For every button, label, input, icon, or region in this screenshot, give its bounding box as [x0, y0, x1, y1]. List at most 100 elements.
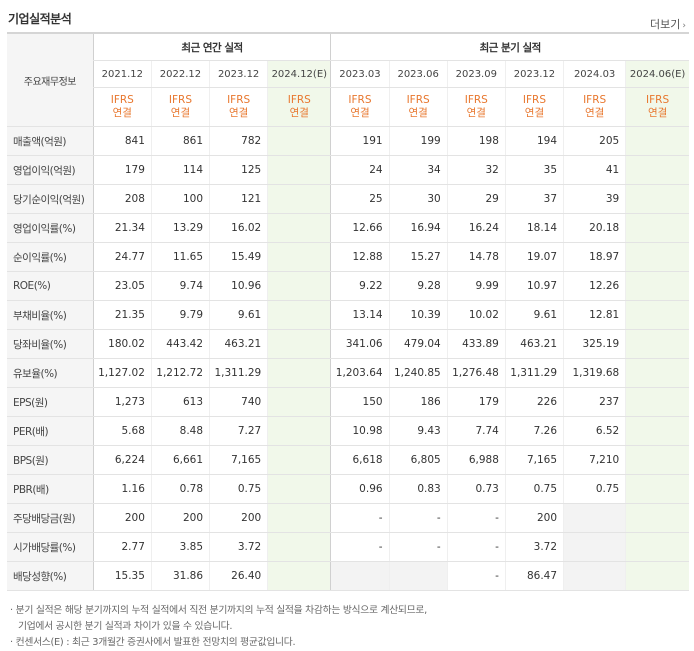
more-link[interactable]: 더보기 ›: [650, 16, 686, 32]
table-row: 영업이익(억원) 179 114 125 24 34 32 35 41: [7, 155, 689, 185]
cell-value: [267, 503, 331, 533]
consolidated-label: 연결: [289, 107, 309, 119]
more-label: 더보기: [650, 18, 681, 31]
cell-value: 125: [209, 155, 268, 185]
cell-value: 1.16: [92, 474, 152, 504]
cell-value: 31.86: [150, 561, 210, 591]
cell-value: 5.68: [92, 416, 152, 446]
cell-value: 121: [209, 184, 268, 214]
cell-value: 26.40: [209, 561, 268, 591]
cell-value: 341.06: [330, 329, 390, 359]
ifrs-label: IFRS: [348, 94, 372, 106]
table-row: 주당배당금(원) 200 200 200- - -200: [7, 503, 689, 533]
row-label: 시가배당률(%): [7, 532, 94, 562]
row-label: 매출액(억원): [7, 126, 94, 156]
ifrs-basis: IFRS 연결: [92, 87, 152, 127]
cell-value: 9.74: [150, 271, 210, 301]
cell-value: [267, 358, 331, 388]
cell-value: 226: [504, 387, 564, 417]
note-2: 기업에서 공시한 분기 실적과 차이가 있을 수 있습니다.: [18, 621, 233, 632]
cell-value: 9.43: [388, 416, 448, 446]
consolidated-label: 연결: [647, 107, 668, 119]
cell-value: -: [446, 532, 506, 562]
cell-value: 1,240.85: [388, 358, 448, 388]
table-row: PBR(배) 1.16 0.78 0.75 0.96 0.83 0.73 0.75 0.75: [7, 474, 689, 504]
cell-value: 16.94: [388, 213, 448, 243]
cell-value: 208: [92, 184, 152, 214]
period-header: 2023.12: [504, 60, 564, 88]
cell-value: [625, 126, 689, 156]
cell-value: [625, 387, 689, 417]
cell-value: 16.02: [209, 213, 268, 243]
consolidated-label: 연결: [170, 107, 191, 119]
cell-value: [267, 126, 331, 156]
table-row: 유보율(%) 1,127.02 1,212.72 1,311.29 1,203.64 1,…: [7, 358, 689, 388]
cell-value: [563, 532, 626, 562]
cell-value: 463.21: [209, 329, 268, 359]
cell-value: [267, 184, 331, 214]
period-header: 2023.09: [446, 60, 506, 88]
ifrs-basis: IFRS 연결: [388, 87, 448, 127]
cell-value: 18.14: [504, 213, 564, 243]
cell-value: 30: [388, 184, 448, 214]
cell-value: 10.96: [209, 271, 268, 301]
cell-value: 114: [150, 155, 210, 185]
cell-value: 9.99: [446, 271, 506, 301]
cell-value: 179: [92, 155, 152, 185]
cell-value: -: [388, 503, 448, 533]
cell-value: [625, 474, 689, 504]
cell-value: 13.14: [330, 300, 390, 330]
cell-value: 0.75: [209, 474, 268, 504]
cell-value: 10.97: [504, 271, 564, 301]
cell-value: 41: [563, 155, 626, 185]
cell-value: 433.89: [446, 329, 506, 359]
row-label: 영업이익(억원): [7, 155, 94, 185]
table-row: 시가배당률(%) 2.77 3.85 3.72- - -3.72: [7, 532, 689, 562]
cell-value: [625, 503, 689, 533]
cell-value: 10.98: [330, 416, 390, 446]
cell-value: 10.02: [446, 300, 506, 330]
annual-group-header: 최근 연간 실적: [92, 32, 331, 61]
cell-value: 198: [446, 126, 506, 156]
row-label: PER(배): [7, 416, 94, 446]
cell-value: 37: [504, 184, 564, 214]
period-header: 2023.12: [209, 60, 268, 88]
cell-value: 16.24: [446, 213, 506, 243]
cell-value: 6,805: [388, 445, 448, 475]
cell-value: 7.74: [446, 416, 506, 446]
cell-value: 7.27: [209, 416, 268, 446]
ifrs-label: IFRS: [227, 94, 251, 106]
consolidated-label: 연결: [408, 107, 428, 119]
cell-value: 35: [504, 155, 564, 185]
cell-value: [330, 561, 390, 591]
period-header: 2021.12: [92, 60, 152, 88]
cell-value: 39: [563, 184, 626, 214]
cell-value: 3.72: [504, 532, 564, 562]
cell-value: [267, 416, 331, 446]
cell-value: 9.61: [209, 300, 268, 330]
cell-value: 10.39: [388, 300, 448, 330]
corner-label: 주요재무정보: [7, 32, 94, 127]
cell-value: 740: [209, 387, 268, 417]
section-title: 기업실적분석: [8, 12, 72, 26]
cell-value: 180.02: [92, 329, 152, 359]
cell-value: 7,165: [504, 445, 564, 475]
note-3: · 컨센서스(E) : 최근 3개월간 증권사에서 발표한 전망치의 평균값입니…: [10, 637, 296, 648]
chevron-right-icon: ›: [682, 21, 686, 31]
cell-value: [267, 213, 331, 243]
cell-value: 18.97: [563, 242, 626, 272]
cell-value: 9.22: [330, 271, 390, 301]
cell-value: 443.42: [150, 329, 210, 359]
cell-value: 24.77: [92, 242, 152, 272]
table-row: 순이익률(%) 24.77 11.65 15.49 12.88 15.27 14.78 19.…: [7, 242, 689, 272]
cell-value: [388, 561, 448, 591]
cell-value: 0.75: [563, 474, 626, 504]
cell-value: 782: [209, 126, 268, 156]
table-row: PER(배) 5.68 8.48 7.27 10.98 9.43 7.74 7.26 6.52: [7, 416, 689, 446]
cell-value: [267, 155, 331, 185]
cell-value: 25: [330, 184, 390, 214]
financial-table: 주요재무정보 최근 연간 실적 최근 분기 실적 2021.12 2022.12 2023…: [7, 32, 689, 591]
ifrs-label: IFRS: [287, 94, 311, 106]
cell-value: 841: [92, 126, 152, 156]
cell-value: 7.26: [504, 416, 564, 446]
